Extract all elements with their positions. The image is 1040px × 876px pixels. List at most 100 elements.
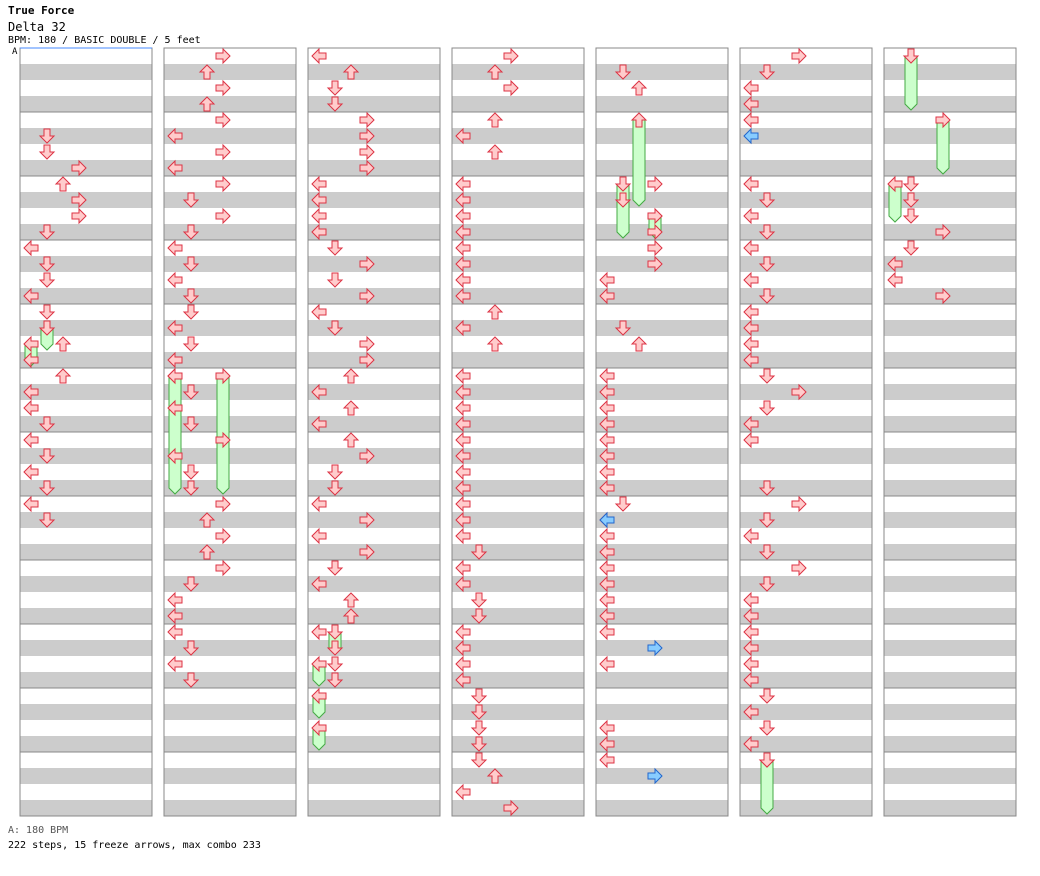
step-arrow: [182, 480, 200, 496]
step-arrow: [311, 623, 327, 641]
step-arrow: [215, 47, 231, 65]
step-arrow: [215, 207, 231, 225]
step-arrow: [647, 207, 663, 225]
stripe: [740, 224, 872, 240]
stripe: [740, 448, 872, 464]
stripe: [164, 352, 296, 368]
step-arrow: [902, 240, 920, 256]
step-arrow: [167, 239, 183, 257]
stripe: [20, 576, 152, 592]
stripe: [164, 128, 296, 144]
step-arrow: [167, 127, 183, 145]
stripe: [740, 64, 872, 80]
step-arrow: [455, 783, 471, 801]
step-arrow: [455, 527, 471, 545]
step-arrow: [599, 271, 615, 289]
step-arrow: [167, 159, 183, 177]
step-arrow: [470, 688, 488, 704]
freeze-head-arrow: [311, 687, 327, 705]
step-arrow: [470, 704, 488, 720]
stripe: [308, 224, 440, 240]
stripe: [452, 768, 584, 784]
stripe: [20, 352, 152, 368]
step-arrow: [935, 287, 951, 305]
stripe: [884, 160, 1016, 176]
stripe: [308, 480, 440, 496]
column-frame: [163, 47, 297, 817]
step-arrow: [599, 415, 615, 433]
stripe: [452, 224, 584, 240]
freeze-arrow: [904, 55, 918, 111]
stripe: [20, 608, 152, 624]
step-arrow: [887, 271, 903, 289]
stripe: [740, 256, 872, 272]
step-arrow: [743, 607, 759, 625]
stripe: [884, 320, 1016, 336]
step-arrow: [167, 319, 183, 337]
stripe: [884, 256, 1016, 272]
step-arrow: [23, 287, 39, 305]
step-arrow: [167, 271, 183, 289]
step-arrow: [215, 143, 231, 161]
step-arrow: [182, 192, 200, 208]
step-arrow: [326, 80, 344, 96]
step-arrow: [311, 495, 327, 513]
special-arrow: [599, 511, 615, 529]
step-arrow: [599, 719, 615, 737]
step-arrow: [599, 591, 615, 609]
stripe: [308, 416, 440, 432]
stripe: [164, 512, 296, 528]
stripe: [452, 128, 584, 144]
stripe: [884, 800, 1016, 816]
step-arrow: [215, 111, 231, 129]
column-frame: [883, 47, 1017, 817]
stripe: [596, 544, 728, 560]
step-arrow: [470, 736, 488, 752]
stripe: [20, 448, 152, 464]
stripe: [596, 480, 728, 496]
step-arrow: [758, 224, 776, 240]
step-arrow: [791, 495, 807, 513]
stripe: [452, 704, 584, 720]
stripe: [596, 608, 728, 624]
stripe: [740, 800, 872, 816]
step-arrow: [311, 383, 327, 401]
step-arrow: [455, 207, 471, 225]
freeze-head-arrow: [935, 111, 951, 129]
step-arrow: [791, 559, 807, 577]
bpm-legend: A: 180 BPM: [8, 825, 69, 836]
step-arrow: [743, 639, 759, 657]
step-arrow: [743, 95, 759, 113]
step-arrow: [182, 384, 200, 400]
stripe: [740, 352, 872, 368]
step-arrow: [23, 495, 39, 513]
step-arrow: [23, 239, 39, 257]
step-arrow: [887, 255, 903, 273]
stripe: [452, 192, 584, 208]
stripe: [884, 192, 1016, 208]
step-arrow: [614, 320, 632, 336]
stripe: [452, 320, 584, 336]
stripe: [20, 544, 152, 560]
stripe: [452, 512, 584, 528]
step-arrow: [503, 47, 519, 65]
step-arrow: [470, 592, 488, 608]
freeze-head-arrow: [215, 367, 231, 385]
stripe: [20, 416, 152, 432]
stripe: [884, 96, 1016, 112]
step-arrow: [599, 367, 615, 385]
special-arrow: [647, 767, 663, 785]
step-arrow: [359, 111, 375, 129]
stripe: [596, 416, 728, 432]
step-arrow: [311, 415, 327, 433]
stripe: [452, 544, 584, 560]
stripe: [884, 736, 1016, 752]
step-arrow: [311, 303, 327, 321]
step-arrow: [359, 127, 375, 145]
step-arrow: [182, 336, 200, 352]
step-arrow: [614, 192, 632, 208]
step-arrow: [359, 335, 375, 353]
step-arrow: [455, 223, 471, 241]
step-arrow: [743, 303, 759, 321]
step-arrow: [54, 368, 72, 384]
